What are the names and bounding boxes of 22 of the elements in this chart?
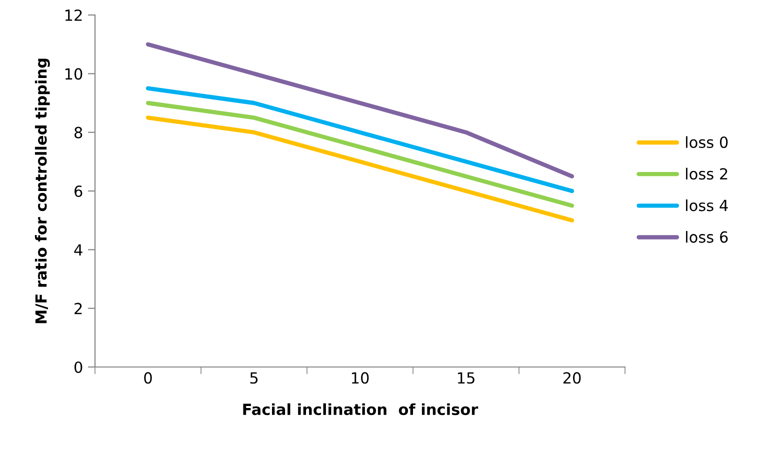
line-series	[146, 42, 574, 178]
legend-label: loss 4	[686, 199, 728, 212]
x-tick-label: 5	[250, 372, 258, 384]
x-tick-label: 15	[458, 372, 474, 384]
y-tick-label: 2	[74, 302, 82, 314]
line-series	[146, 116, 574, 222]
line-series	[146, 100, 574, 208]
y-tick-label: 10	[65, 68, 82, 80]
y-tick-label: 8	[74, 126, 82, 138]
x-tick-label: 20	[563, 372, 581, 384]
x-tick-label: 10	[352, 372, 369, 384]
x-tick-label: 0	[144, 372, 152, 384]
y-tick-label: 12	[65, 9, 82, 21]
y-tick-label: 0	[74, 361, 82, 374]
legend-label: loss 6	[686, 230, 728, 243]
line-series	[146, 86, 574, 194]
x-axis-title: Facial inclination of incisor	[243, 403, 478, 416]
y-tick-label: 4	[74, 244, 82, 256]
legend-label: loss 0	[686, 136, 728, 148]
y-axis-title: M/F ratio for controlled tipping	[34, 58, 50, 324]
y-tick-label: 6	[74, 185, 82, 198]
legend-label: loss 2	[686, 168, 728, 180]
